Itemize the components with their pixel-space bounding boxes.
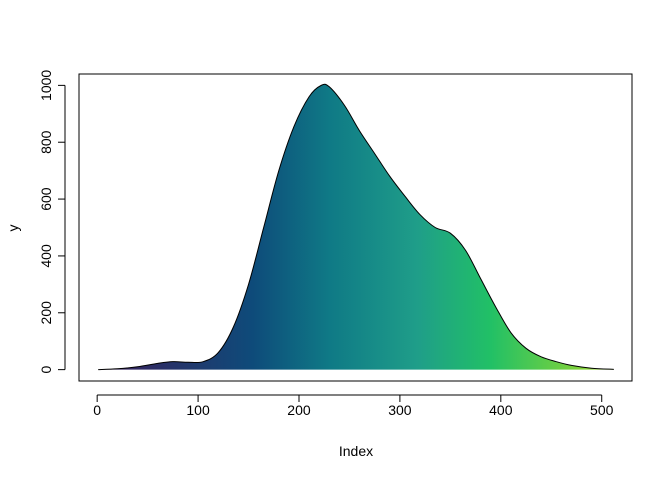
density-area bbox=[98, 84, 614, 370]
y-tick-label: 800 bbox=[38, 130, 54, 154]
x-tick-label: 400 bbox=[489, 402, 513, 418]
y-tick-label: 600 bbox=[38, 187, 54, 211]
x-tick-label: 500 bbox=[590, 402, 614, 418]
density-outline bbox=[98, 83, 614, 371]
plot-box bbox=[78, 73, 633, 382]
y-axis-label: y bbox=[5, 225, 21, 232]
plot-area bbox=[98, 83, 614, 371]
x-tick-label: 100 bbox=[186, 402, 210, 418]
y-axis: 0 200 400 600 800 1000 bbox=[38, 70, 66, 374]
x-axis: 0 100 200 300 400 500 bbox=[93, 394, 614, 418]
y-tick-label: 1000 bbox=[38, 70, 54, 101]
x-tick-label: 300 bbox=[388, 402, 412, 418]
x-tick-label: 200 bbox=[287, 402, 311, 418]
y-tick-label: 200 bbox=[38, 301, 54, 325]
y-tick-label: 0 bbox=[38, 366, 54, 374]
x-axis-label: Index bbox=[339, 443, 373, 459]
x-tick-label: 0 bbox=[93, 402, 101, 418]
y-tick-label: 400 bbox=[38, 244, 54, 268]
